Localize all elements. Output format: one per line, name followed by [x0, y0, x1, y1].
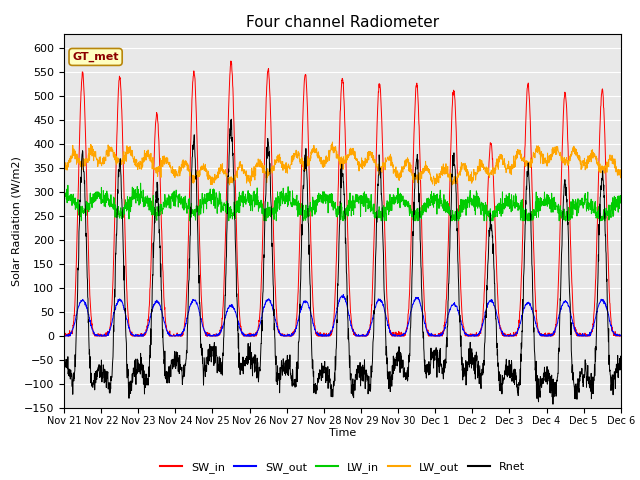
SW_in: [371, 210, 379, 216]
Rnet: [617, 359, 625, 364]
Y-axis label: Solar Radiation (W/m2): Solar Radiation (W/m2): [11, 156, 21, 286]
SW_out: [504, 333, 512, 338]
Line: LW_in: LW_in: [64, 183, 621, 221]
Title: Four channel Radiometer: Four channel Radiometer: [246, 15, 439, 30]
LW_out: [60, 171, 68, 177]
LW_in: [617, 197, 625, 203]
LW_out: [505, 158, 513, 164]
Rnet: [371, 295, 379, 301]
Line: SW_out: SW_out: [64, 295, 621, 336]
SW_in: [60, 333, 68, 339]
Rnet: [359, 362, 367, 368]
Rnet: [568, 370, 576, 376]
Text: GT_met: GT_met: [72, 52, 119, 62]
LW_out: [617, 170, 625, 176]
Line: SW_in: SW_in: [64, 61, 621, 336]
LW_in: [584, 194, 591, 200]
Rnet: [60, 349, 68, 355]
Rnet: [584, 374, 591, 380]
Line: Rnet: Rnet: [64, 119, 621, 404]
Rnet: [504, 364, 512, 370]
LW_in: [371, 210, 379, 216]
Legend: SW_in, SW_out, LW_in, LW_out, Rnet: SW_in, SW_out, LW_in, LW_out, Rnet: [156, 457, 529, 477]
SW_out: [339, 292, 347, 298]
SW_out: [617, 333, 625, 338]
SW_in: [617, 333, 625, 339]
SW_in: [359, 333, 367, 339]
SW_in: [584, 332, 591, 338]
SW_out: [359, 332, 367, 337]
LW_in: [77, 218, 85, 224]
LW_out: [568, 149, 576, 155]
LW_in: [60, 190, 68, 196]
LW_out: [216, 168, 223, 174]
SW_out: [568, 316, 575, 322]
LW_out: [328, 139, 336, 145]
SW_out: [371, 307, 379, 312]
LW_in: [359, 193, 367, 199]
SW_out: [60, 333, 68, 339]
SW_in: [568, 279, 575, 285]
SW_out: [216, 332, 223, 337]
Rnet: [216, 354, 223, 360]
SW_in: [227, 58, 235, 64]
LW_in: [137, 180, 145, 186]
LW_out: [359, 161, 367, 167]
X-axis label: Time: Time: [329, 429, 356, 438]
SW_out: [584, 333, 591, 339]
LW_out: [371, 156, 379, 162]
LW_out: [584, 157, 591, 163]
Rnet: [228, 116, 236, 122]
Rnet: [549, 401, 557, 407]
SW_in: [504, 332, 512, 337]
SW_in: [216, 332, 223, 338]
LW_out: [246, 183, 254, 189]
Line: LW_out: LW_out: [64, 142, 621, 186]
LW_in: [505, 198, 513, 204]
LW_in: [216, 201, 223, 207]
LW_in: [568, 216, 576, 221]
